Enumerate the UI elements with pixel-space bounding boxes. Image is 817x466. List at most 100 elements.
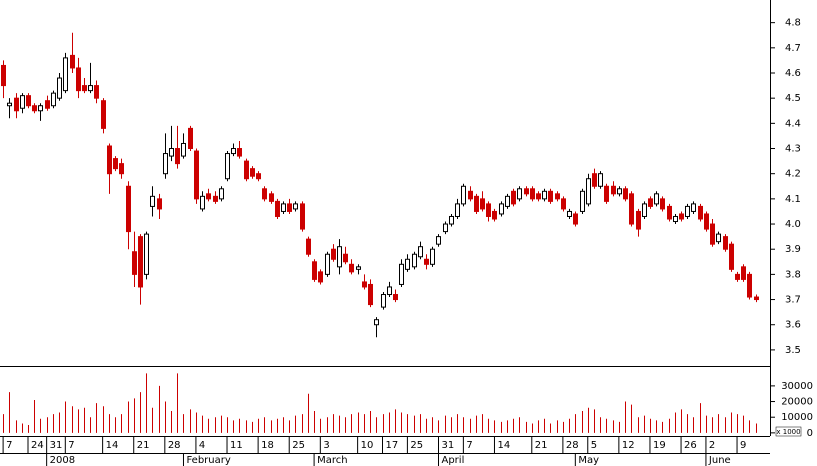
candle-body	[486, 203, 491, 217]
candle-body	[374, 319, 379, 326]
candle-body	[256, 173, 261, 180]
candle-body	[698, 205, 703, 220]
candle-body	[586, 178, 591, 205]
candle-body	[617, 188, 622, 195]
candle-body	[188, 127, 193, 150]
y-tick-label: 4.4	[785, 118, 801, 129]
y-tick-label: 4.3	[785, 144, 801, 155]
candle-body	[393, 294, 398, 301]
candle-body	[132, 251, 137, 275]
candle-body	[405, 258, 410, 270]
x-tick-label: 17	[386, 440, 399, 451]
candle-body	[150, 195, 155, 207]
y-tick-label: 4.7	[785, 43, 801, 54]
candle-body	[119, 163, 124, 175]
candle-body	[412, 253, 417, 268]
x-tick-label: 7	[466, 440, 472, 451]
candle-body	[623, 188, 628, 200]
candle-body	[542, 190, 547, 200]
candle-body	[636, 210, 641, 230]
x-tick-label: 14	[106, 440, 119, 451]
candle-body	[51, 92, 56, 107]
candle-body	[82, 85, 87, 92]
candle-body	[101, 100, 106, 129]
x-tick-label: 25	[292, 440, 305, 451]
candle-body	[94, 85, 99, 99]
candle-body	[561, 198, 566, 210]
candle-body	[573, 213, 578, 225]
candle-body	[107, 145, 112, 175]
x-tick-label: 31	[441, 440, 454, 451]
volume-unit-box	[775, 426, 802, 437]
x-tick-label: 3	[323, 440, 329, 451]
candle-body	[592, 173, 597, 187]
x-tick-label: 12	[622, 440, 635, 451]
candle-body	[480, 198, 485, 210]
candle-body	[598, 173, 603, 187]
month-label: April	[441, 455, 464, 466]
candle-body	[38, 105, 43, 112]
x-tick-label: 28	[566, 440, 579, 451]
x-tick-label: 14	[497, 440, 510, 451]
candle-body	[356, 266, 361, 270]
x-tick-label: 21	[137, 440, 150, 451]
x-tick-label: 25	[410, 440, 423, 451]
candle-body	[747, 273, 752, 298]
candle-body	[70, 54, 75, 69]
volume-unit-label: x 1000	[776, 428, 800, 436]
y-tick-label: 4.2	[785, 169, 801, 180]
candle-body	[269, 193, 274, 202]
candle-body	[691, 203, 696, 212]
candle-body	[88, 85, 93, 92]
candle-body	[436, 236, 441, 245]
candle-body	[337, 246, 342, 268]
y-tick-label: 3.5	[785, 345, 801, 356]
month-label: February	[186, 455, 230, 466]
candle-body	[492, 210, 497, 220]
x-tick-label: 11	[230, 440, 243, 451]
candle-body	[474, 195, 479, 212]
candle-body	[113, 158, 118, 170]
candle-body	[262, 188, 267, 200]
month-label: March	[317, 455, 347, 466]
candle-body	[704, 213, 709, 230]
x-tick-label: 18	[261, 440, 274, 451]
x-tick-label: 9	[740, 440, 746, 451]
x-tick-label: 4	[199, 440, 205, 451]
candle-body	[200, 195, 205, 210]
candle-body	[237, 148, 242, 157]
x-tick-label: 7	[6, 440, 12, 451]
month-label: 2008	[50, 455, 75, 466]
x-tick-label: 7	[68, 440, 74, 451]
candle-body	[567, 210, 572, 217]
candle-body	[194, 150, 199, 200]
candle-body	[604, 185, 609, 202]
candle-body	[7, 102, 12, 107]
x-tick-label: 24	[31, 440, 44, 451]
month-label: May	[578, 455, 599, 466]
candle-body	[555, 193, 560, 200]
candle-body	[213, 195, 218, 202]
x-tick-label: 28	[168, 440, 181, 451]
candle-body	[517, 188, 522, 200]
candle-body	[611, 185, 616, 195]
candle-body	[287, 203, 292, 212]
candle-body	[331, 248, 336, 260]
candle-body	[735, 273, 740, 280]
candle-body	[381, 294, 386, 308]
y-tick-label: 4.0	[785, 219, 801, 230]
candle-body	[293, 203, 298, 210]
candle-body	[660, 198, 665, 210]
volume-tick-label: 30000	[781, 381, 813, 392]
y-tick-label: 3.8	[785, 269, 801, 280]
candle-body	[206, 193, 211, 200]
candle-body	[654, 193, 659, 205]
candle-body	[244, 160, 249, 180]
candle-body	[679, 213, 684, 220]
candle-body	[443, 223, 448, 233]
y-tick-label: 4.6	[785, 68, 801, 79]
x-tick-label: 31	[50, 440, 63, 451]
candle-body	[157, 198, 162, 210]
